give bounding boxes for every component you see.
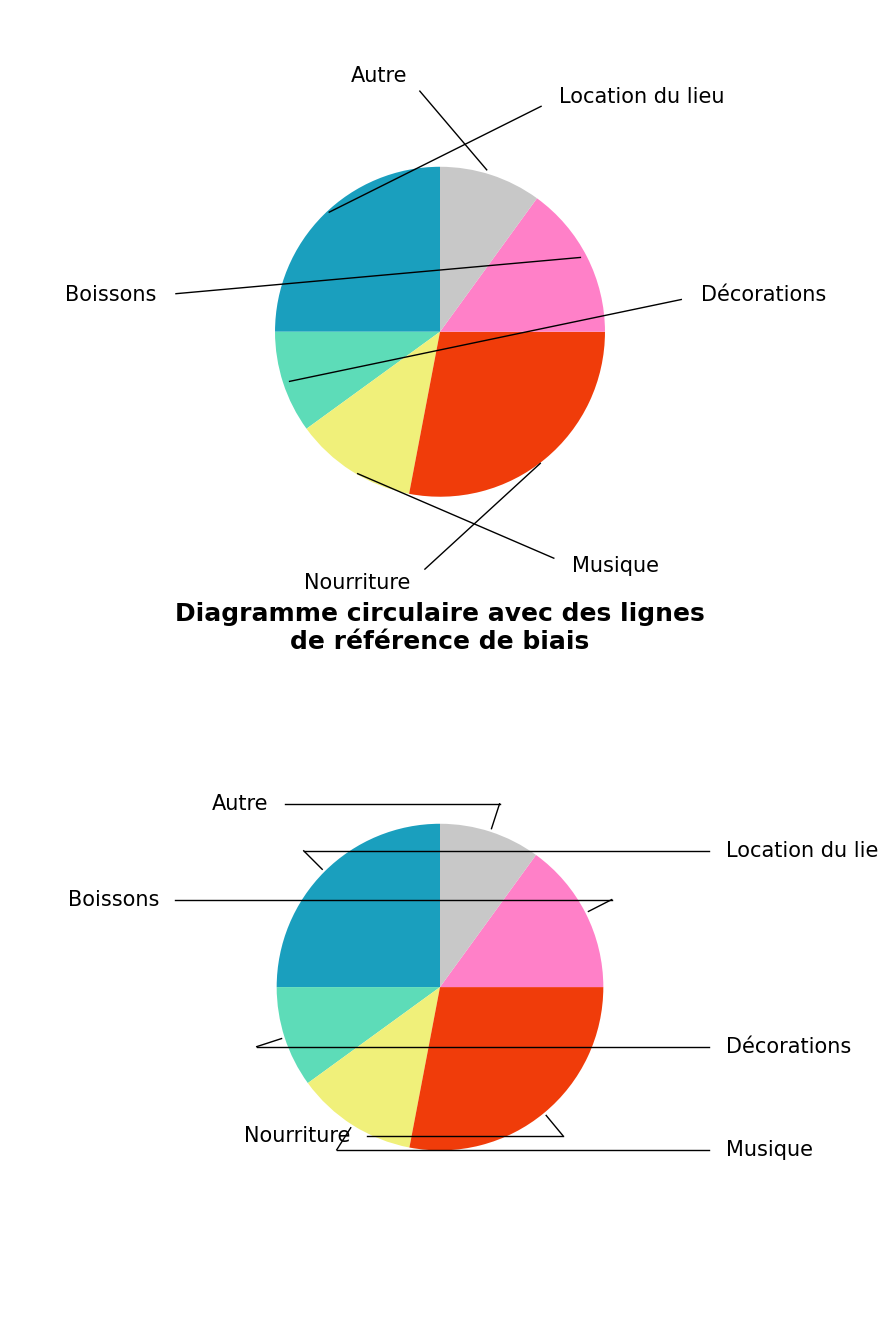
Title: Diagramme circulaire avec des lignes
de référence droites: Diagramme circulaire avec des lignes de … <box>175 0 705 4</box>
Wedge shape <box>440 198 605 332</box>
Wedge shape <box>409 332 605 496</box>
Title: Diagramme circulaire avec des lignes
de référence de biais: Diagramme circulaire avec des lignes de … <box>175 602 705 654</box>
Wedge shape <box>276 987 440 1083</box>
Text: Nourriture: Nourriture <box>244 1125 350 1145</box>
Wedge shape <box>306 332 440 494</box>
Wedge shape <box>440 824 536 987</box>
Text: Décorations: Décorations <box>700 285 826 305</box>
Text: Décorations: Décorations <box>726 1036 851 1056</box>
Text: Musique: Musique <box>726 1140 813 1160</box>
Text: Nourriture: Nourriture <box>304 572 410 593</box>
Wedge shape <box>440 855 604 987</box>
Text: Location du lieu: Location du lieu <box>559 88 724 107</box>
Text: Boissons: Boissons <box>68 889 159 909</box>
Wedge shape <box>276 824 440 987</box>
Text: Autre: Autre <box>212 794 268 813</box>
Text: Autre: Autre <box>350 66 407 86</box>
Wedge shape <box>308 987 440 1148</box>
Text: Boissons: Boissons <box>65 285 157 305</box>
Text: Location du lieu: Location du lieu <box>726 841 880 861</box>
Wedge shape <box>409 987 604 1151</box>
Text: Musique: Musique <box>572 556 659 576</box>
Wedge shape <box>440 167 537 332</box>
Wedge shape <box>275 332 440 429</box>
Wedge shape <box>275 167 440 332</box>
